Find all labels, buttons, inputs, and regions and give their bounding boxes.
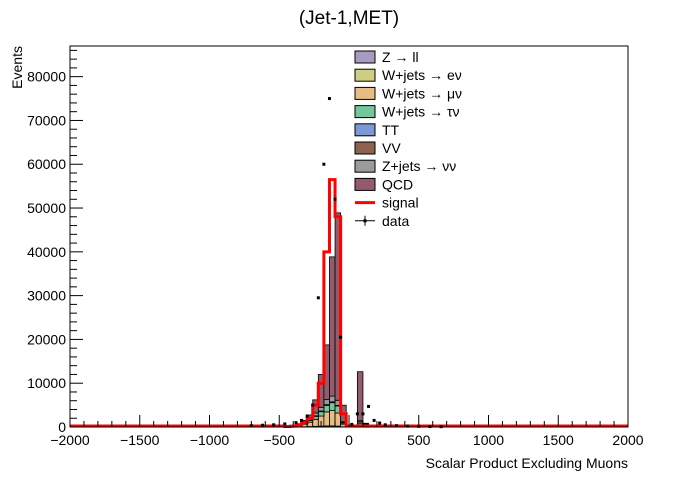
- legend-entry-8: signal: [355, 195, 419, 211]
- data-point-17: [373, 419, 376, 422]
- legend-label: TT: [382, 122, 400, 138]
- data-point-18: [378, 422, 381, 425]
- data-point-16: [367, 405, 370, 408]
- data-point-19: [384, 423, 387, 426]
- legend-entry-6: Z+jets → νν: [355, 158, 456, 174]
- legend-swatch: [355, 160, 375, 172]
- legend-data-marker: [364, 219, 367, 222]
- y-tick-label: 60000: [27, 156, 66, 172]
- y-tick-label: 40000: [27, 244, 66, 260]
- legend-label: QCD: [382, 176, 413, 192]
- y-tick-label: 50000: [27, 200, 66, 216]
- legend-entry-7: QCD: [355, 176, 413, 192]
- chart-title: (Jet-1,MET): [299, 8, 399, 29]
- data-point-14: [356, 412, 359, 415]
- legend-label: W+jets → μν: [382, 85, 462, 101]
- legend-swatch: [355, 69, 375, 81]
- y-tick-label: 30000: [27, 288, 66, 304]
- bar-3-6: [318, 412, 324, 416]
- bar-6-6: [318, 407, 324, 411]
- x-tick-label: −2000: [50, 432, 90, 448]
- legend-entry-2: W+jets → μν: [355, 85, 462, 101]
- data-point-2: [272, 423, 275, 426]
- data-points: [250, 97, 443, 428]
- data-point-12: [339, 336, 342, 339]
- legend-label: Z → ll: [382, 49, 419, 65]
- bar-3-7: [324, 405, 330, 412]
- data-point-5: [300, 419, 303, 422]
- legend-label: data: [382, 213, 409, 229]
- legend: Z → ll W+jets → eν W+jets → μν W+jets → τν T…: [355, 49, 462, 229]
- legend-entry-4: TT: [355, 122, 400, 138]
- legend-swatch: [355, 87, 375, 99]
- bar-2-7: [324, 412, 330, 426]
- bar-2-5: [313, 419, 319, 426]
- stacked-histogram: [285, 213, 380, 427]
- data-point-10: [328, 97, 331, 100]
- y-tick-label: 0: [58, 419, 66, 435]
- x-tick-label: 1500: [543, 432, 574, 448]
- legend-entry-3: W+jets → τν: [355, 104, 460, 120]
- data-point-1: [261, 424, 264, 427]
- legend-entry-1: W+jets → eν: [355, 67, 462, 83]
- bar-7-8: [329, 257, 335, 396]
- legend-entry-9: data: [355, 213, 409, 229]
- data-point-8: [317, 296, 320, 299]
- x-axis-label: Scalar Product Excluding Muons: [426, 455, 628, 471]
- bar-6-8: [329, 396, 335, 402]
- x-tick-label: 2000: [612, 432, 643, 448]
- x-tick-label: −1500: [120, 432, 160, 448]
- x-tick-label: −500: [263, 432, 295, 448]
- y-axis: 0 10000 20000 30000 40000 50000 60000 70000 8000…: [27, 50, 83, 435]
- x-tick-label: −1000: [190, 432, 230, 448]
- y-tick-label: 10000: [27, 375, 66, 391]
- legend-swatch: [355, 142, 375, 154]
- y-axis-label: Events: [9, 46, 25, 89]
- data-point-4: [294, 421, 297, 424]
- legend-entry-0: Z → ll: [355, 49, 419, 65]
- signal-histogram: [70, 180, 628, 427]
- legend-entry-5: VV: [355, 140, 401, 156]
- plot-frame: [70, 46, 628, 427]
- y-tick-label: 20000: [27, 331, 66, 347]
- bar-6-14: [363, 423, 369, 424]
- legend-label: signal: [382, 195, 419, 211]
- bar-2-8: [329, 411, 335, 426]
- data-point-7: [311, 404, 314, 407]
- legend-swatch: [355, 106, 375, 118]
- legend-swatch: [355, 51, 375, 63]
- legend-label: Z+jets → νν: [382, 158, 456, 174]
- legend-label: W+jets → τν: [382, 104, 460, 120]
- x-tick-label: 500: [407, 432, 431, 448]
- x-tick-label: 1000: [473, 432, 504, 448]
- x-tick-label: 0: [345, 432, 353, 448]
- y-tick-label: 80000: [27, 69, 66, 85]
- y-tick-label: 70000: [27, 112, 66, 128]
- signal-line: [70, 180, 628, 427]
- data-point-15: [361, 412, 364, 415]
- data-point-6: [306, 415, 309, 418]
- data-point-13: [350, 423, 353, 426]
- bar-3-8: [329, 403, 335, 411]
- legend-swatch: [355, 124, 375, 136]
- data-point-11: [334, 198, 337, 201]
- series-7: [290, 213, 363, 426]
- legend-label: VV: [382, 140, 401, 156]
- legend-label: W+jets → eν: [382, 67, 462, 83]
- legend-swatch: [355, 178, 375, 190]
- bar-6-7: [324, 400, 330, 405]
- data-point-3: [283, 422, 286, 425]
- data-point-9: [322, 163, 325, 166]
